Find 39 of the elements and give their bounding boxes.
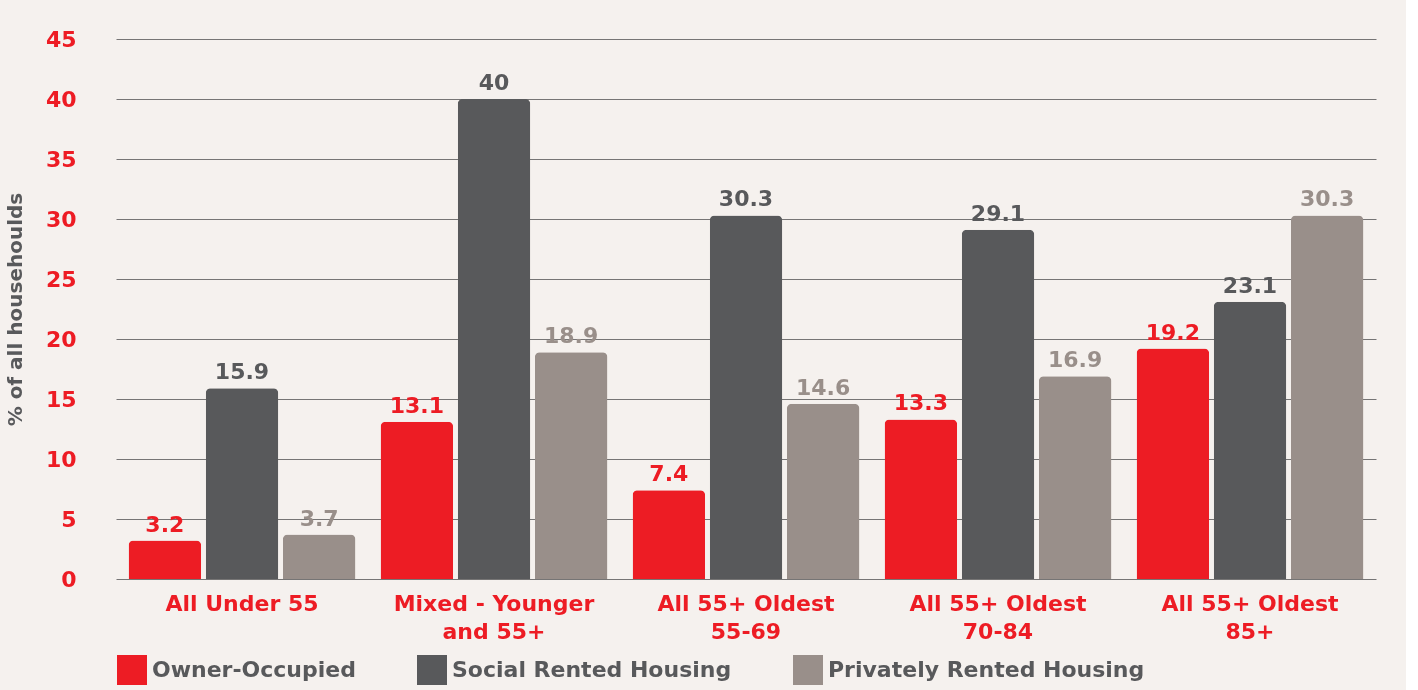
y-axis-title: % of all househoulds [2, 192, 27, 427]
y-tick-label: 0 [61, 566, 77, 592]
bar [786, 403, 860, 579]
y-tick-label: 10 [45, 446, 77, 472]
x-tick-label: All 55+ Oldest 70-84 [909, 590, 1087, 644]
data-label: 30.3 [1300, 186, 1355, 212]
bar [534, 352, 608, 579]
bar [632, 490, 706, 579]
y-tick-label: 20 [45, 326, 77, 352]
data-label: 14.6 [796, 374, 851, 400]
data-label: 16.9 [1048, 347, 1103, 373]
x-tick-label: All 55+ Oldest 55-69 [657, 590, 835, 644]
data-label: 30.3 [718, 186, 774, 212]
x-tick-label: All 55+ Oldest 85+ [1161, 590, 1339, 644]
data-label: 7.4 [649, 461, 689, 487]
bar [380, 421, 454, 579]
y-tick-label: 25 [45, 266, 77, 292]
bar [1136, 348, 1210, 579]
legend-label: Owner-Occupied [152, 657, 356, 682]
y-tick-label: 5 [61, 506, 77, 532]
data-label: 15.9 [214, 359, 270, 385]
data-label: 23.1 [1222, 272, 1278, 298]
x-tick-label: Mixed - Younger and 55+ [393, 590, 595, 644]
legend-label: Social Rented Housing [452, 657, 732, 682]
y-tick-label: 35 [45, 146, 77, 172]
y-tick-label: 15 [45, 386, 77, 412]
bar [1038, 376, 1112, 579]
data-label: 19.2 [1145, 319, 1200, 345]
bar [128, 540, 202, 579]
y-tick-label: 30 [45, 206, 77, 232]
bar [1290, 215, 1364, 579]
x-tick-label: All Under 55 [165, 590, 319, 616]
y-tick-label: 45 [45, 26, 77, 52]
bar [282, 534, 356, 579]
legend-label: Privately Rented Housing [828, 657, 1145, 682]
bar [884, 419, 958, 579]
data-label: 13.1 [389, 392, 444, 418]
y-tick-label: 40 [45, 86, 77, 112]
data-label: 40 [478, 70, 510, 95]
